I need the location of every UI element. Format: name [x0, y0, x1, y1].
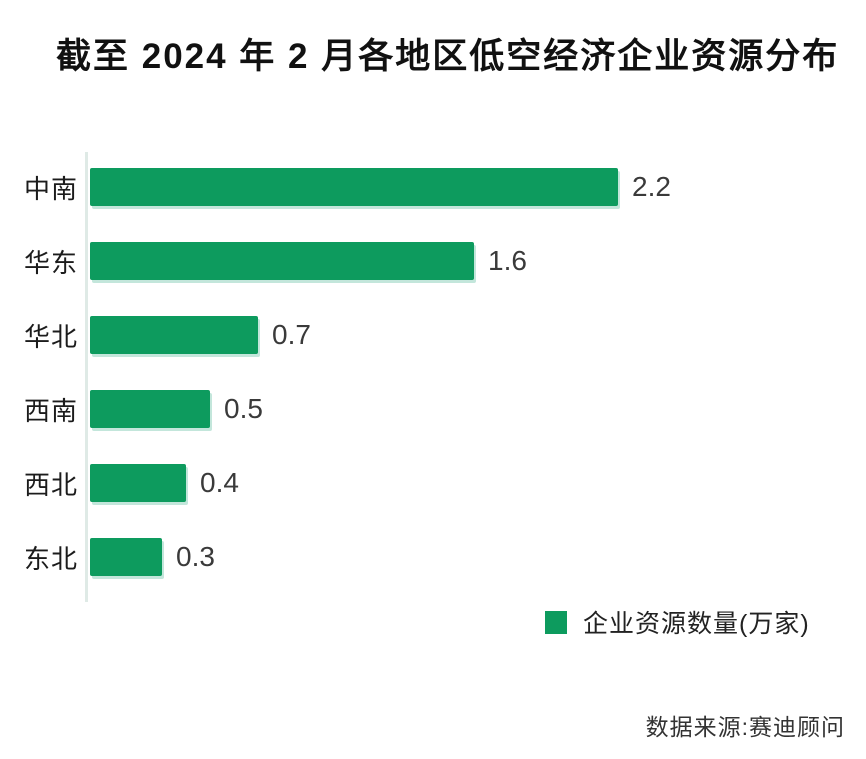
data-source: 数据来源:赛迪顾问	[645, 714, 845, 740]
bar	[90, 538, 162, 576]
value-label: 0.3	[176, 541, 215, 572]
value-label: 1.6	[488, 245, 527, 276]
legend: 企业资源数量(万家)	[545, 604, 810, 640]
y-axis-line	[85, 152, 88, 602]
bar-area: 1.6	[90, 242, 866, 280]
category-label: 华北	[23, 321, 78, 352]
bar-row: 中南 2.2	[0, 150, 866, 224]
value-label: 0.7	[272, 319, 311, 350]
bar-area: 0.3	[90, 538, 866, 576]
legend-swatch	[545, 610, 567, 634]
bar-row: 西北 0.4	[0, 446, 866, 520]
bar	[90, 316, 258, 354]
bar-chart: 中南 2.2 华东 1.6 华北 0.7 西南 0.5 西北 0.4	[0, 150, 866, 602]
category-label: 西南	[23, 395, 78, 426]
value-label: 0.5	[224, 393, 263, 424]
category-label: 西北	[23, 469, 78, 500]
bar-area: 0.7	[90, 316, 866, 354]
bar-row: 华北 0.7	[0, 298, 866, 372]
bar-area: 0.4	[90, 464, 866, 502]
bar-rows: 中南 2.2 华东 1.6 华北 0.7 西南 0.5 西北 0.4	[0, 150, 866, 594]
bar-row: 西南 0.5	[0, 372, 866, 446]
category-label: 华东	[23, 247, 78, 278]
value-label: 0.4	[200, 467, 239, 498]
bar	[90, 168, 618, 206]
bar	[90, 464, 186, 502]
bar-row: 东北 0.3	[0, 520, 866, 594]
legend-label: 企业资源数量(万家)	[583, 610, 810, 638]
bar	[90, 242, 474, 280]
bar	[90, 390, 210, 428]
category-label: 东北	[23, 543, 78, 574]
bar-row: 华东 1.6	[0, 224, 866, 298]
bar-area: 0.5	[90, 390, 866, 428]
category-label: 中南	[23, 173, 78, 204]
value-label: 2.2	[632, 171, 671, 202]
bar-area: 2.2	[90, 168, 866, 206]
chart-title: 截至 2024 年 2 月各地区低空经济企业资源分布	[56, 37, 840, 76]
